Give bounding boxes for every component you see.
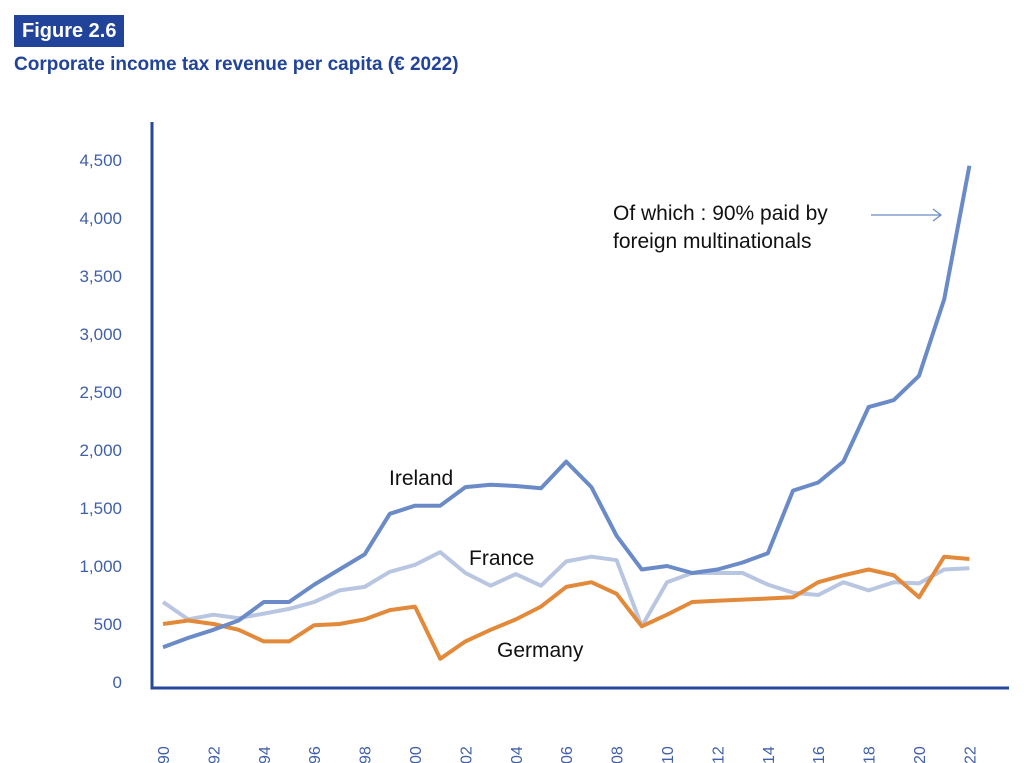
y-tick-label: 0 xyxy=(113,673,122,692)
y-tick-label: 4,500 xyxy=(79,151,122,170)
x-tick-label: 2016 xyxy=(811,746,828,763)
y-tick-label: 2,000 xyxy=(79,441,122,460)
y-tick-label: 2,500 xyxy=(79,383,122,402)
x-tick-label: 2014 xyxy=(761,746,778,763)
series-line-france xyxy=(161,550,970,629)
y-tick-label: 4,000 xyxy=(79,209,122,228)
x-tick-label: 2012 xyxy=(710,746,727,763)
x-tick-label: 2022 xyxy=(962,746,979,763)
x-tick-label: 2000 xyxy=(408,746,425,763)
annotation-line-1: Of which : 90% paid by xyxy=(613,202,828,225)
x-tick-label: 2008 xyxy=(610,746,627,763)
y-axis-ticks: 0 500 1,000 1,500 2,000 2,500 3,000 3,500 4,000 4… xyxy=(79,151,122,692)
x-tick-label: 1992 xyxy=(206,746,223,763)
x-tick-label: 1996 xyxy=(307,746,324,763)
y-tick-label: 3,000 xyxy=(79,325,122,344)
x-tick-label: 1998 xyxy=(358,746,375,763)
chart-title: Corporate income tax revenue per capita … xyxy=(14,54,459,75)
figure-badge: Figure 2.6 xyxy=(14,15,125,47)
y-tick-label: 500 xyxy=(94,615,122,634)
series-line-ireland xyxy=(162,165,972,650)
x-tick-label: 1994 xyxy=(257,746,274,763)
y-tick-label: 1,000 xyxy=(79,557,122,576)
annotation-line-2: foreign multinationals xyxy=(613,230,811,253)
series-label-ireland: Ireland xyxy=(389,467,453,490)
y-tick-label: 3,500 xyxy=(79,267,122,286)
x-tick-label: 2004 xyxy=(509,746,526,763)
x-tick-label: 2002 xyxy=(458,746,475,763)
series-lines xyxy=(161,165,972,661)
x-axis-ticks: 1990 1992 1994 1996 1998 2000 2002 2004 2006 2008… xyxy=(156,746,979,763)
x-tick-label: 2010 xyxy=(660,746,677,763)
x-tick-label: 2020 xyxy=(912,746,929,763)
y-tick-label: 1,500 xyxy=(79,499,122,518)
x-tick-label: 1990 xyxy=(156,746,173,763)
series-line-germany xyxy=(162,554,970,661)
series-label-germany: Germany xyxy=(497,639,584,662)
x-tick-label: 2018 xyxy=(862,746,879,763)
series-label-france: France xyxy=(469,547,534,570)
arrow-head-icon xyxy=(932,208,943,222)
annotation-arrow xyxy=(871,208,943,222)
x-tick-label: 2006 xyxy=(559,746,576,763)
